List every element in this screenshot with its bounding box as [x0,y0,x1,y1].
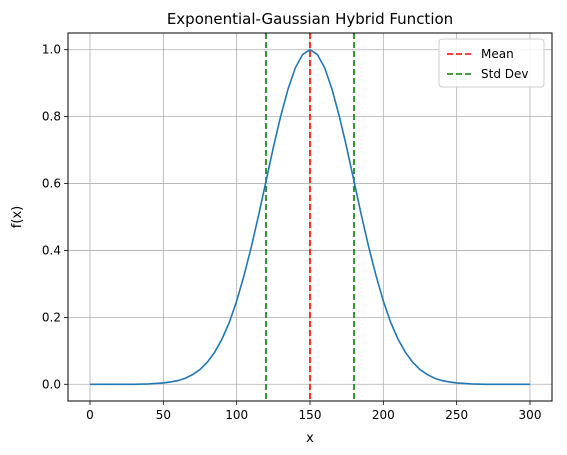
y-tick-label: 0.0 [42,377,61,391]
series-group [90,48,530,386]
x-axis: 0 50 100 150 200 250 300 [86,401,541,422]
x-tick-label: 150 [299,408,322,422]
legend-box [438,38,545,88]
x-axis-label: x [306,431,314,446]
y-axis-label: f(x) [10,206,25,228]
x-tick-label: 200 [372,408,395,422]
legend-label: Std Dev [481,67,528,81]
x-tick-label: 50 [156,408,171,422]
x-tick-label: 100 [225,408,248,422]
y-tick-label: 0.6 [42,177,61,191]
chart-title: Exponential-Gaussian Hybrid Function [167,10,453,28]
x-tick-label: 0 [86,408,94,422]
y-tick-label: 1.0 [42,43,61,57]
y-tick-label: 0.8 [42,110,61,124]
legend-label: Mean [481,47,514,61]
legend: Mean Std Dev [438,38,545,88]
x-tick-label: 300 [519,408,542,422]
y-tick-label: 0.4 [42,243,61,257]
y-axis: 0.0 0.2 0.4 0.6 0.8 1.0 [42,43,68,391]
x-tick-label: 250 [445,408,468,422]
y-tick-label: 0.2 [42,310,61,324]
series-line [90,48,530,386]
reference-lines [265,33,355,401]
